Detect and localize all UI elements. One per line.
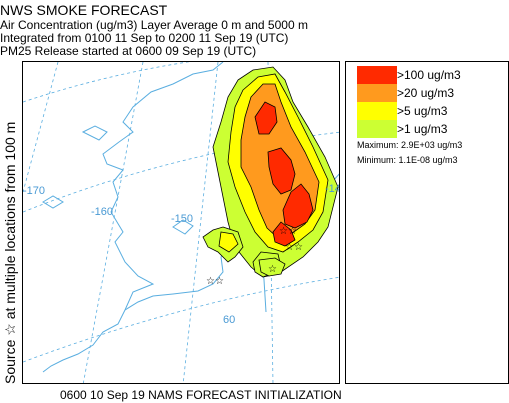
plume-above-5 (218, 231, 239, 253)
latitude-line (23, 62, 191, 103)
longitude-line (82, 62, 144, 383)
legend-label-above-100: >100 ug/m3 (397, 68, 461, 82)
plume-above-100 (282, 183, 314, 229)
latitude-line (23, 276, 339, 363)
legend-swatch-above-20 (357, 84, 397, 102)
legend-label-above-5: >5 ug/m3 (397, 104, 448, 118)
legend-label-above-20: >20 ug/m3 (397, 86, 455, 100)
plume-above-1 (258, 257, 286, 277)
smoke-map: ☆☆ ☆☆ ☆ ☆☆ -170 -160 -150 -140 60 (22, 61, 340, 384)
source-markers: ☆☆ ☆☆ ☆ ☆☆ (206, 226, 303, 287)
source-marker: ☆ (268, 264, 277, 275)
plume-above-100 (254, 101, 278, 135)
legend: >100 ug/m3 >20 ug/m3 >5 ug/m3 >1 ug/m3 M… (345, 61, 509, 384)
longitude-line (182, 62, 219, 383)
source-marker: ☆☆ (206, 276, 224, 287)
longitude-label: -170 (23, 185, 45, 197)
latitude-label: 60 (223, 314, 235, 326)
plume-above-100 (267, 147, 296, 195)
source-marker: ☆☆ (279, 226, 297, 237)
maximum-value: Maximum: 2.9E+03 ug/m3 (357, 140, 463, 150)
source-location-label: Source ☆ at multiple locations from 100 … (2, 121, 18, 384)
longitude-line (23, 62, 59, 193)
subtitle-concentration: Air Concentration (ug/m3) Layer Average … (0, 18, 308, 32)
legend-swatch-above-100 (357, 66, 397, 84)
legend-swatch-above-5 (357, 102, 397, 120)
minimum-value: Minimum: 1.1E-08 ug/m3 (357, 155, 458, 165)
longitude-label: -160 (91, 206, 113, 218)
subtitle-integration-period: Integrated from 0100 11 Sep to 0200 11 S… (0, 31, 289, 45)
legend-label-above-1: >1 ug/m3 (397, 122, 448, 136)
plume-above-100 (272, 221, 296, 247)
graticule (23, 62, 339, 383)
longitude-label: -150 (171, 213, 193, 225)
longitude-label: -140 (325, 183, 340, 195)
source-marker: ☆☆ (285, 242, 303, 253)
map-title: NWS SMOKE FORECAST (0, 2, 168, 18)
legend-swatch-above-1 (357, 120, 397, 138)
smoke-plume (202, 66, 339, 278)
map-canvas: ☆☆ ☆☆ ☆ ☆☆ -170 -160 -150 -140 60 (23, 62, 340, 383)
forecast-initialization: 0600 10 Sep 19 NAMS FORECAST INITIALIZAT… (60, 388, 342, 402)
subtitle-release-info: PM25 Release started at 0600 09 Sep 19 (… (0, 44, 257, 58)
